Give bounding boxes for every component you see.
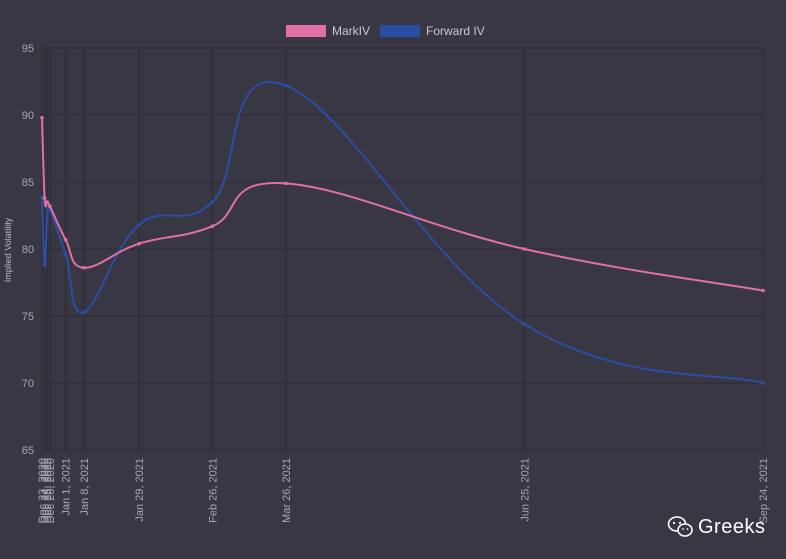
x-tick-label: Feb 26, 2021 [207, 458, 219, 523]
y-tick-label: 95 [22, 43, 34, 55]
data-point[interactable] [284, 83, 288, 88]
x-tick-label: Jan 8, 2021 [79, 458, 91, 516]
y-tick-label: 80 [22, 244, 34, 256]
wechat-icon [667, 516, 693, 537]
x-tick-label: Dec 25, 2020 [42, 458, 54, 523]
data-point[interactable] [63, 252, 68, 257]
series-markiv [40, 115, 765, 293]
x-tick-label: Dec 23, 2020 [37, 458, 49, 523]
x-tick-label: Jan 1, 2021 [61, 458, 73, 516]
x-tick-label: Jun 25, 2021 [519, 458, 531, 522]
x-tick-label: Mar 26, 2021 [281, 458, 293, 523]
data-point[interactable] [48, 204, 52, 208]
x-tick-label: Dec 24, 2020 [40, 458, 52, 523]
data-point[interactable] [284, 181, 288, 186]
data-point[interactable] [761, 381, 765, 385]
legend[interactable]: MarkIV Forward IV [286, 24, 485, 38]
y-tick-label: 70 [22, 378, 34, 390]
legend-item[interactable]: MarkIV [286, 24, 370, 38]
data-point[interactable] [522, 322, 527, 326]
data-point[interactable] [137, 241, 141, 246]
watermark-text: Greeks [698, 516, 765, 538]
data-point[interactable] [522, 247, 527, 251]
legend-item[interactable]: Forward IV [380, 24, 485, 38]
series-line [41, 81, 764, 384]
grid [41, 47, 764, 451]
data-point[interactable] [45, 200, 50, 204]
x-tick-label: Dec 26, 2020 [45, 458, 57, 523]
legend-label: MarkIV [332, 24, 370, 38]
y-tick-label: 75 [22, 311, 34, 323]
series-forward-iv [40, 81, 765, 385]
y-tick-labels: 65 70 75 80 85 90 95 [22, 43, 34, 457]
data-point[interactable] [82, 310, 86, 314]
x-tick-label: Jan 29, 2021 [134, 458, 146, 522]
data-point[interactable] [42, 196, 47, 200]
x-tick-label: Sep 24, 2021 [758, 458, 770, 523]
data-point[interactable] [210, 200, 215, 204]
series-layer [40, 81, 765, 385]
legend-label: Forward IV [426, 24, 485, 38]
y-tick-label: 85 [22, 177, 34, 189]
data-point[interactable] [45, 215, 50, 219]
data-point[interactable] [40, 115, 44, 120]
legend-swatch [380, 25, 420, 37]
data-point[interactable] [137, 223, 141, 227]
watermark: Greeks [667, 516, 765, 538]
legend-swatch [286, 25, 326, 37]
y-axis-title: Implied Volatility [3, 217, 13, 282]
y-tick-label: 90 [22, 110, 34, 122]
data-point[interactable] [63, 237, 68, 242]
data-point[interactable] [761, 288, 765, 293]
data-point[interactable] [82, 265, 86, 270]
y-tick-label: 65 [22, 445, 34, 457]
data-point[interactable] [42, 263, 47, 267]
data-point[interactable] [210, 224, 215, 229]
